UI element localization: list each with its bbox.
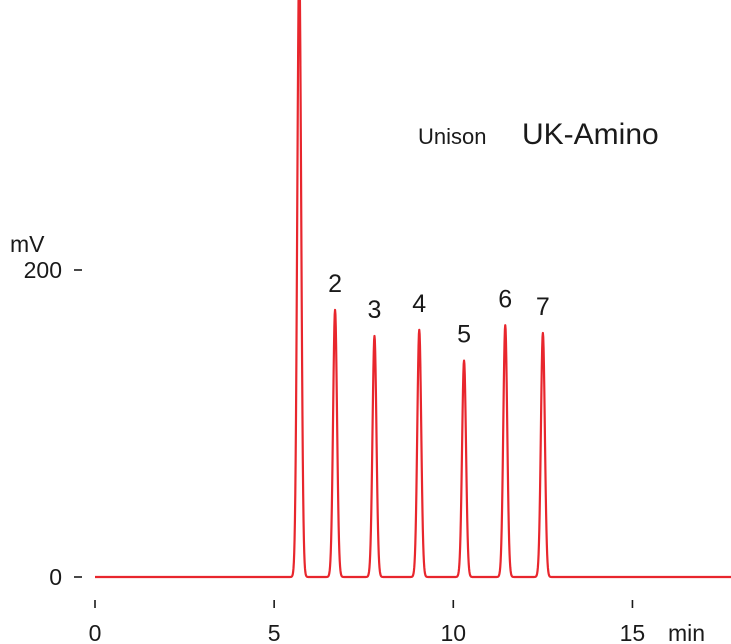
x-axis-ticks: 0 5 10 15 <box>89 600 646 644</box>
brand-label: Unison <box>418 124 486 149</box>
chromatogram-trace <box>94 0 731 579</box>
peak-label: 5 <box>457 321 471 349</box>
peak-labels: 1234567 <box>328 270 550 349</box>
peak-label: 7 <box>536 293 550 321</box>
x-tick-label: 15 <box>620 620 646 644</box>
y-tick-label: 200 <box>24 257 62 283</box>
peak-label: 2 <box>328 270 342 298</box>
peak-label: 3 <box>368 296 382 324</box>
peak-label: 6 <box>498 285 512 313</box>
chart-title: Unison UK-Amino <box>418 118 659 151</box>
y-tick-label: 0 <box>49 564 62 590</box>
y-axis-ticks: 0 200 <box>24 257 82 590</box>
x-tick-label: 0 <box>89 620 102 644</box>
chart-title-text: UK-Amino <box>522 118 659 151</box>
x-axis-label: min <box>668 620 705 644</box>
y-axis-label: mV <box>10 231 45 257</box>
x-tick-label: 5 <box>268 620 281 644</box>
peak-label: 4 <box>412 290 426 318</box>
x-tick-label: 10 <box>441 620 467 644</box>
